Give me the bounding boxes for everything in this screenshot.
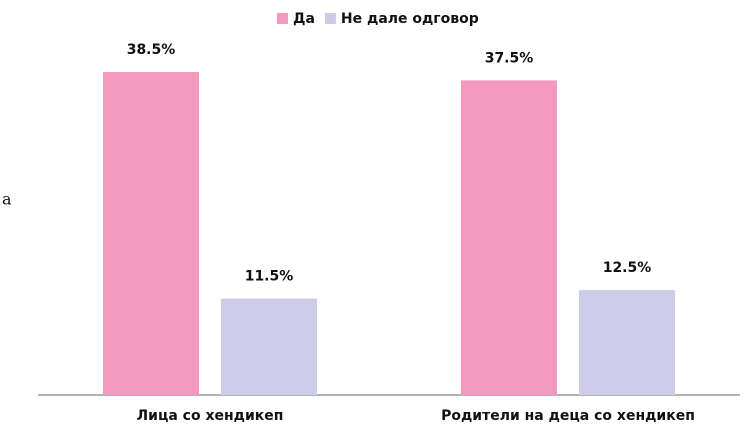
legend-label: Не дале одговор xyxy=(341,11,479,27)
bar xyxy=(461,80,557,395)
fragment-text: a xyxy=(2,190,12,209)
legend-swatch xyxy=(277,13,288,24)
legend-swatch xyxy=(324,13,336,24)
bar xyxy=(221,298,317,395)
value-label: 38.5% xyxy=(127,42,176,58)
bar xyxy=(579,290,675,395)
legend-label: Да xyxy=(293,11,315,27)
value-label: 37.5% xyxy=(485,50,534,66)
x-tick-label: Лица со хендикеп xyxy=(137,408,284,424)
value-label: 12.5% xyxy=(603,260,652,276)
x-tick-label: Родители на деца со хендикеп xyxy=(441,408,695,424)
value-label: 11.5% xyxy=(245,269,294,285)
bar xyxy=(103,71,199,396)
